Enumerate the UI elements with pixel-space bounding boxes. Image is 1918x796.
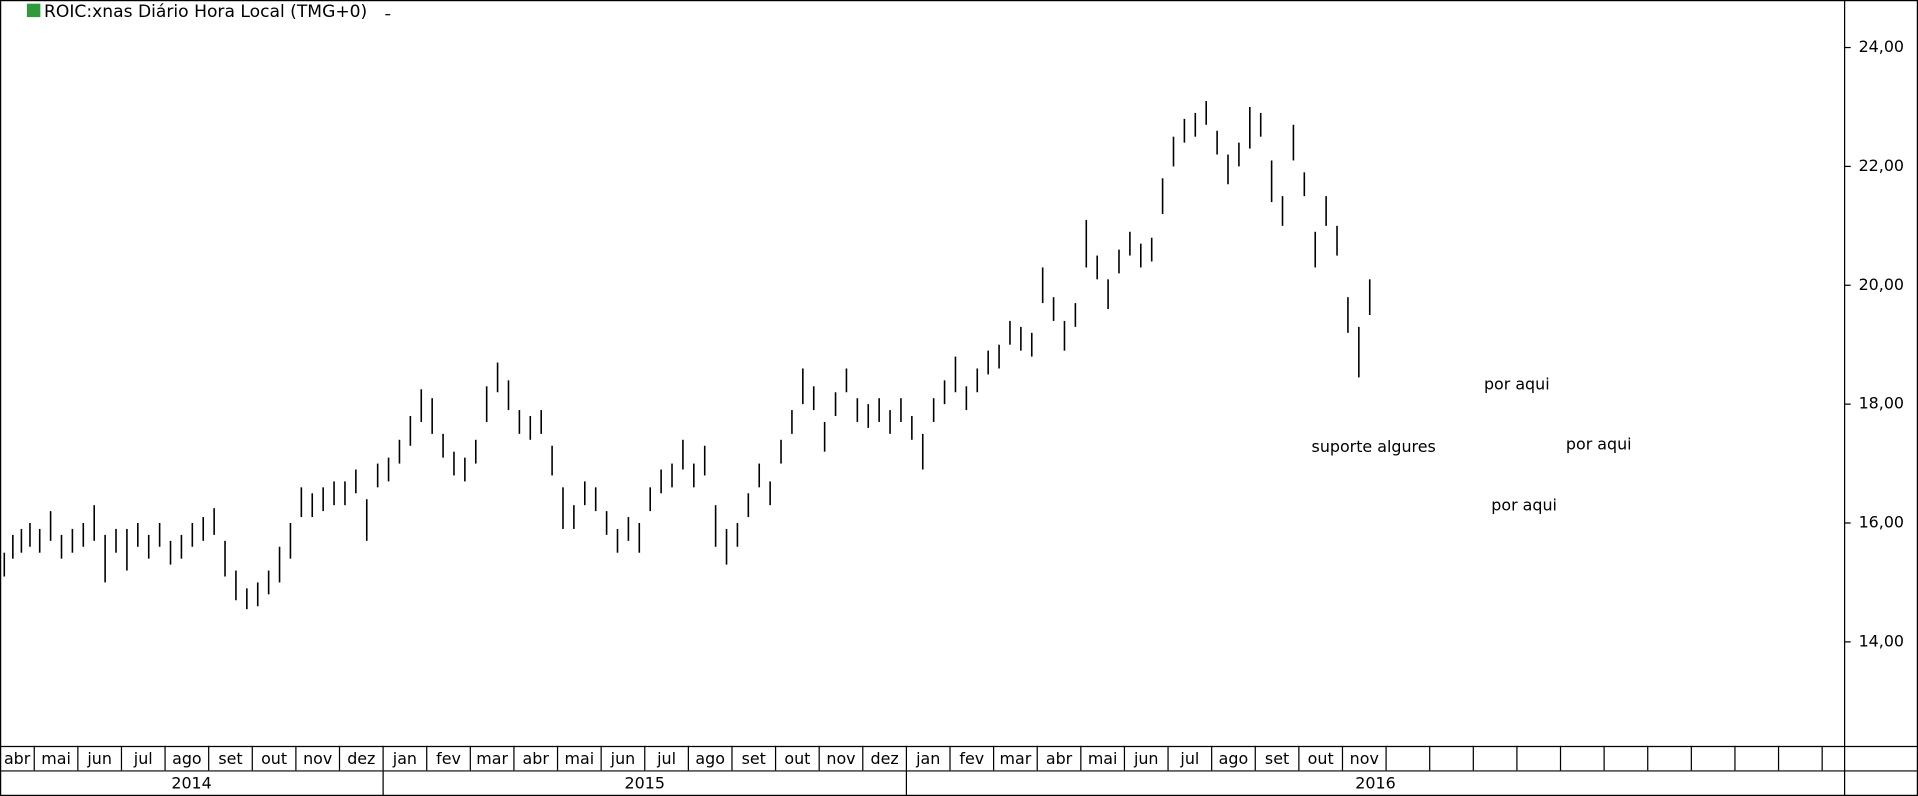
symbol-icon[interactable] [26,3,41,18]
x-tick-label: nov [826,749,855,768]
y-tick-label: 16,00 [1859,513,1904,532]
x-tick-label: jun [1133,749,1159,768]
y-tick-label: 18,00 [1859,394,1904,413]
x-tick-label: dez [871,749,899,768]
x-tick-label: nov [303,749,332,768]
x-tick-label: set [742,749,766,768]
y-tick-label: 22,00 [1859,156,1904,175]
x-tick-label: abr [1046,749,1073,768]
x-tick-label: mar [476,749,508,768]
x-tick-label: mar [1000,749,1032,768]
x-tick-label: ago [695,749,725,768]
x-tick-label: set [1265,749,1289,768]
x-tick-label: out [1308,749,1334,768]
x-tick-label: nov [1350,749,1379,768]
x-tick-label: jan [915,749,940,768]
year-label: 2016 [1355,773,1395,792]
x-tick-label: ago [172,749,202,768]
year-label: 2015 [625,773,665,792]
x-tick-label: set [218,749,242,768]
x-tick-label: mai [565,749,595,768]
x-tick-label: mai [1088,749,1118,768]
annotation: por aqui [1491,496,1557,515]
x-tick-label: jul [1179,749,1199,768]
annotation: suporte algures [1312,437,1436,456]
x-tick-label: jun [86,749,112,768]
x-tick-label: out [784,749,810,768]
x-tick-label: jul [133,749,153,768]
x-tick-label: jan [392,749,417,768]
x-tick-label: jun [610,749,636,768]
x-tick-label: fev [436,749,461,768]
annotation: por aqui [1566,435,1632,454]
x-tick-label: out [261,749,287,768]
x-tick-label: fev [959,749,984,768]
x-tick-label: ago [1219,749,1249,768]
x-tick-label: dez [347,749,375,768]
y-tick-label: 24,00 [1859,37,1904,56]
x-tick-label: abr [4,749,31,768]
x-tick-label: mai [41,749,71,768]
x-tick-label: jul [656,749,676,768]
annotation: por aqui [1484,375,1550,394]
y-tick-label: 14,00 [1859,631,1904,650]
y-tick-label: 20,00 [1859,275,1904,294]
chart-title: ROIC:xnas Diário Hora Local (TMG+0) [44,2,367,22]
year-label: 2014 [171,773,211,792]
x-tick-label: abr [523,749,550,768]
